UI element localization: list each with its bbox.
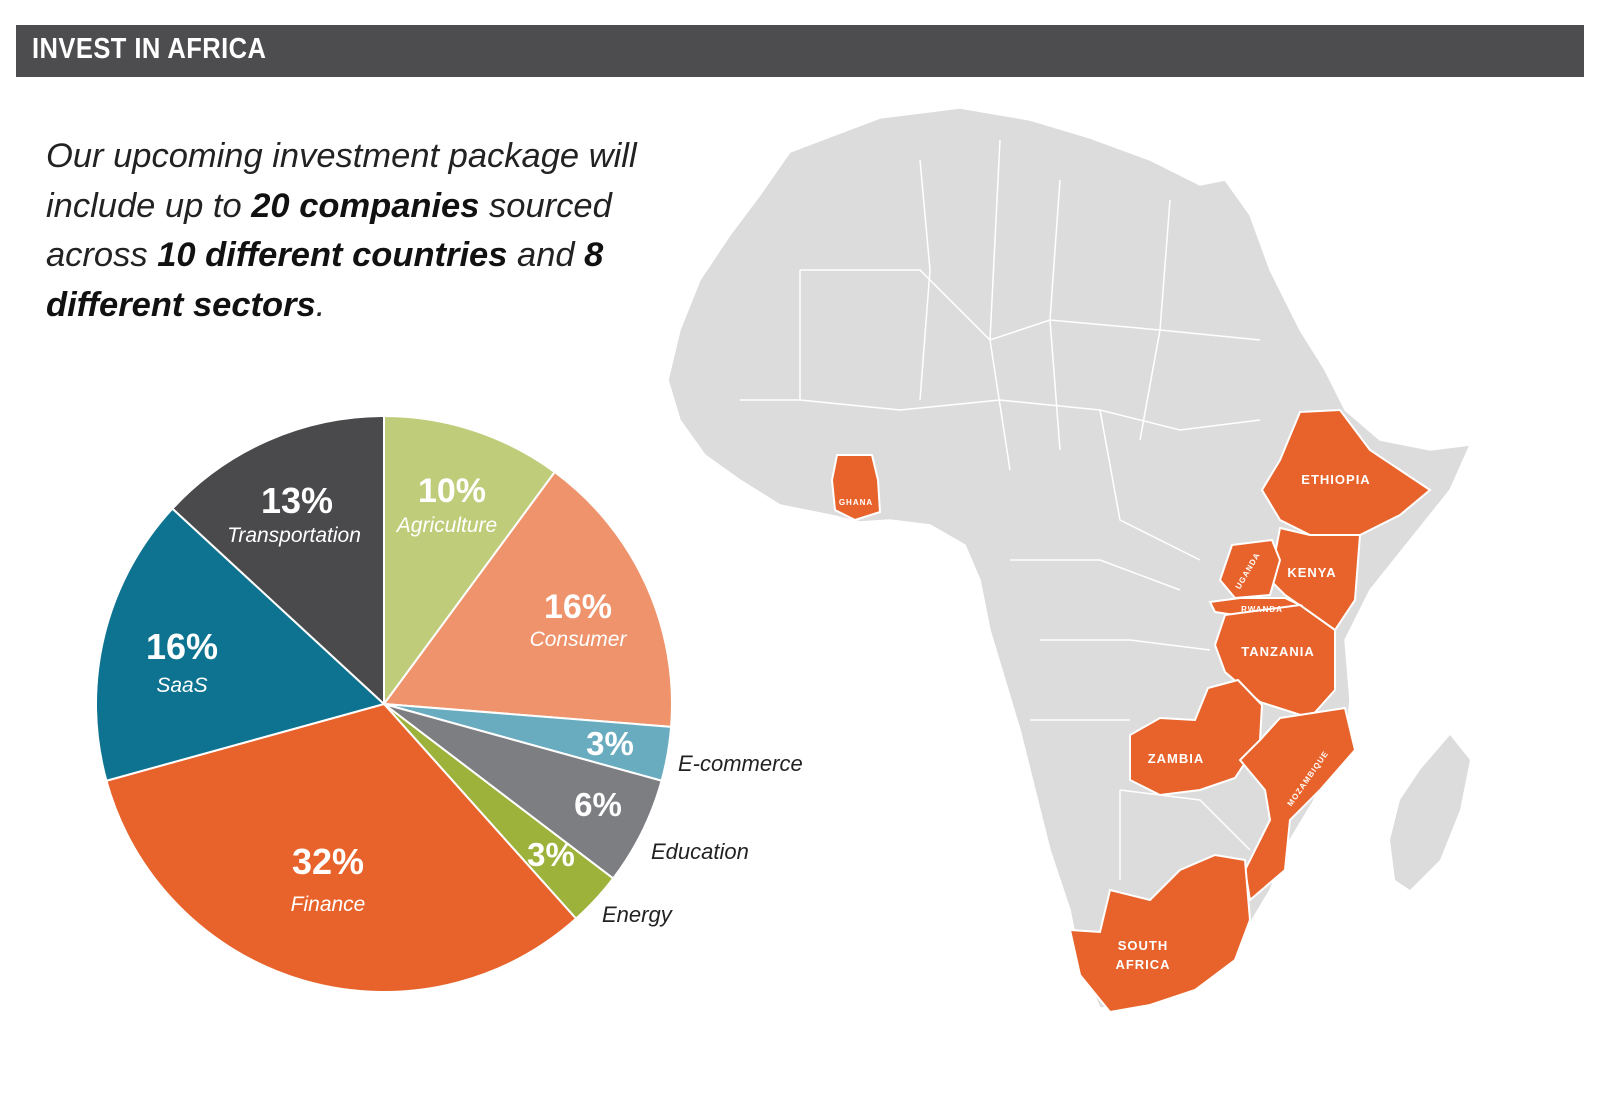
pie-slice-transportation [171, 414, 385, 707]
highlighted-countries [830, 408, 1432, 1014]
sector-pie-chart: 10%Agriculture16%Consumer3%E-commerce6%E… [95, 414, 803, 993]
slice-label-agriculture: Agriculture [395, 514, 497, 537]
slice-percent-consumer: 16% [544, 588, 612, 626]
intro-part-3: and [507, 236, 585, 274]
zambia-shape [1129, 678, 1264, 797]
pie-slice-consumer [382, 470, 673, 728]
slice-label-energy: Energy [602, 902, 674, 927]
slice-percent-e-commerce: 3% [586, 725, 634, 762]
slice-percent-education: 6% [574, 786, 622, 823]
slice-percent-energy: 3% [527, 836, 575, 873]
slice-percent-finance: 32% [292, 841, 364, 882]
intro-text: Our upcoming investment package will inc… [46, 132, 686, 330]
slice-label-finance: Finance [291, 893, 366, 916]
label-rwanda: RWANDA [1241, 605, 1283, 614]
slice-percent-agriculture: 10% [418, 472, 486, 510]
intro-part-4: . [315, 285, 326, 324]
label-south-africa-2: AFRICA [1115, 957, 1170, 972]
pie-slice-finance [105, 702, 578, 993]
intro-part-1: Our upcoming investment package will inc… [46, 137, 637, 225]
label-kenya: KENYA [1287, 565, 1336, 580]
label-zambia: ZAMBIA [1148, 751, 1205, 766]
ghana-shape [830, 454, 882, 522]
intro-sectors: 8 different sectors [46, 236, 604, 324]
madagascar [1390, 735, 1470, 890]
slice-label-saas: SaaS [156, 674, 207, 697]
slice-label-e-commerce: E-commerce [678, 751, 803, 776]
country-borders [740, 139, 1261, 880]
slice-label-education: Education [651, 839, 749, 864]
label-ghana: GHANA [839, 498, 873, 507]
pie-slice-saas [95, 507, 386, 782]
intro-companies: 20 companies [251, 186, 480, 225]
intro-part-2: sourced across [46, 186, 612, 275]
slice-label-consumer: Consumer [530, 628, 628, 651]
africa-map: ETHIOPIA KENYA UGANDA RWANDA TANZANIA ZA… [667, 107, 1472, 1014]
slice-label-transportation: Transportation [227, 524, 361, 547]
uganda-shape [1218, 538, 1282, 600]
pie-slice-agriculture [383, 414, 557, 708]
slice-percent-saas: 16% [146, 626, 218, 667]
label-ethiopia: ETHIOPIA [1301, 472, 1370, 487]
mozambique-shape [1238, 706, 1357, 902]
south-africa-shape [1068, 853, 1252, 1014]
page-title: INVEST IN AFRICA [32, 33, 267, 65]
intro-countries: 10 different countries [157, 236, 508, 274]
label-south-africa-1: SOUTH [1118, 938, 1169, 953]
title-bar: INVEST IN AFRICA [16, 25, 1584, 77]
slice-percent-transportation: 13% [261, 480, 333, 521]
label-tanzania: TANZANIA [1241, 644, 1314, 659]
